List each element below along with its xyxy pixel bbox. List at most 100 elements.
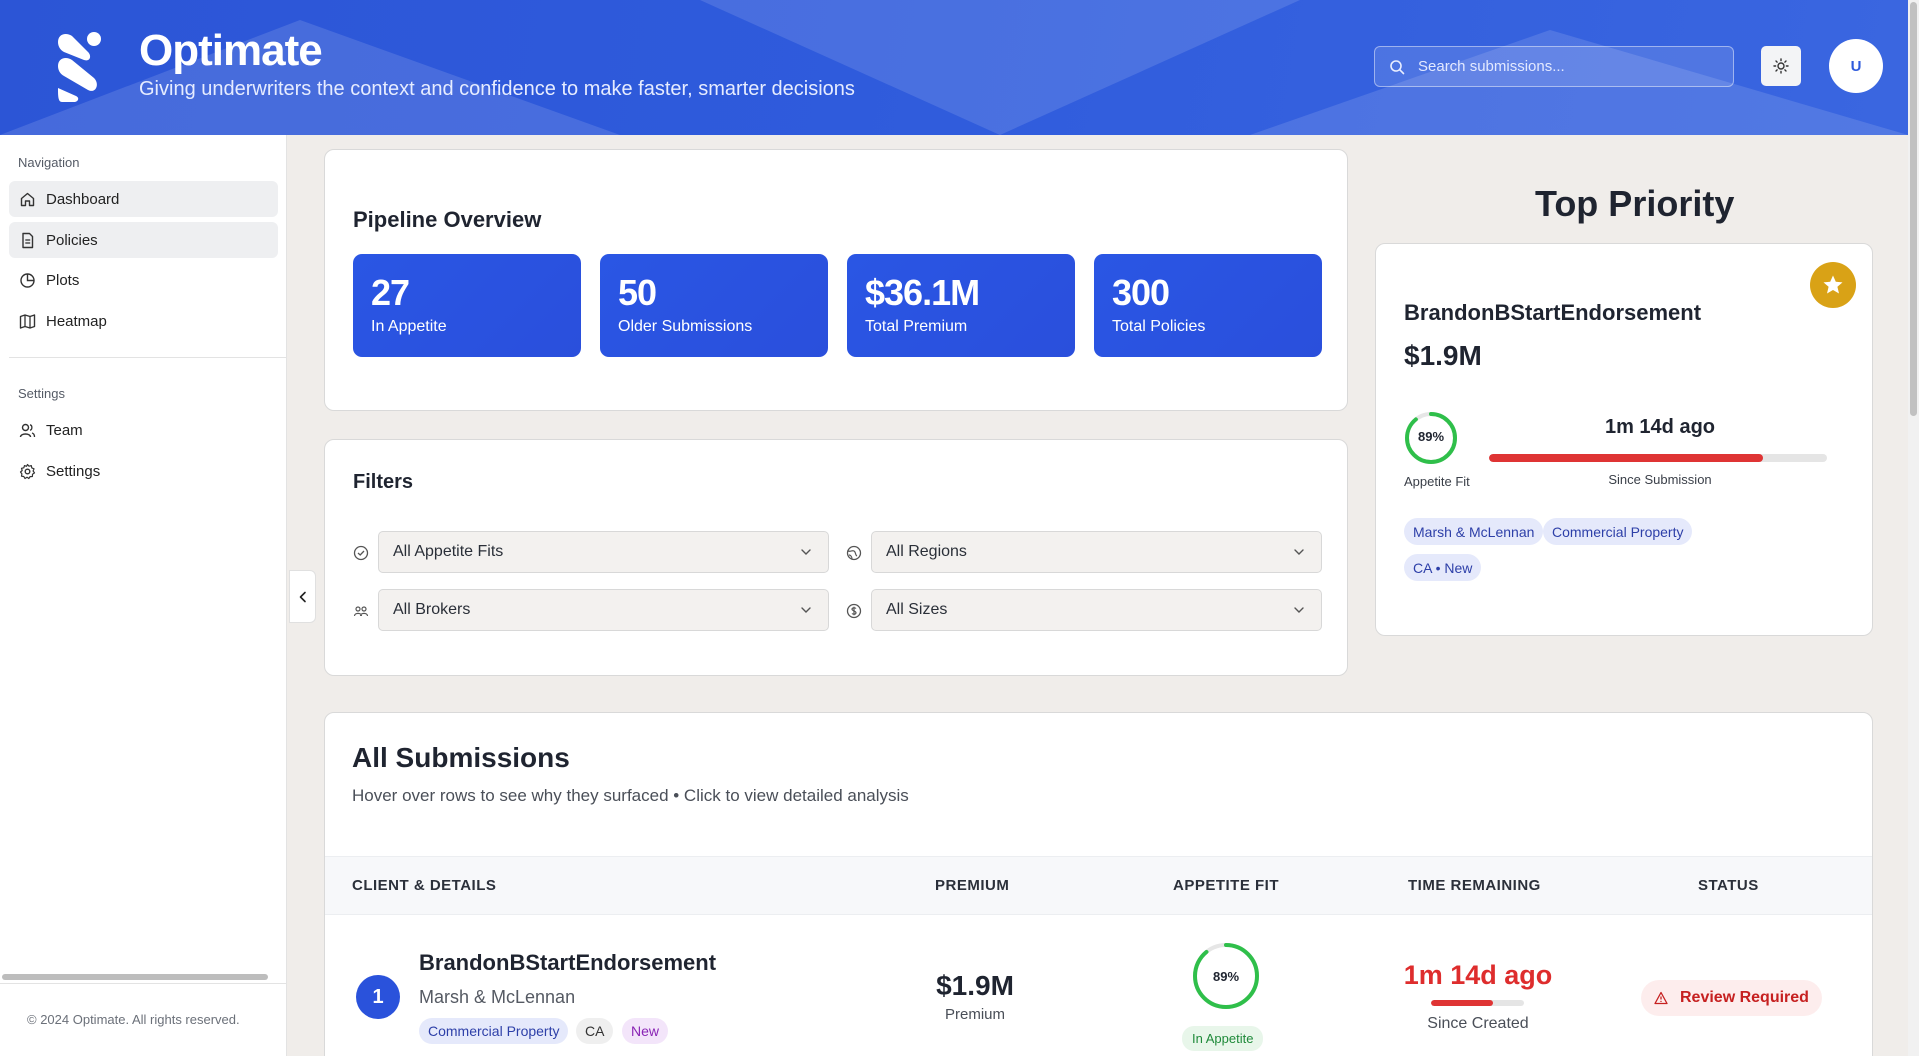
select-value: All Brokers (393, 601, 471, 618)
top-priority-premium: $1.9M (1404, 340, 1482, 371)
check-circle-icon (353, 545, 369, 561)
stat-card-total-premium[interactable]: $36.1M Total Premium (847, 254, 1075, 357)
app-header: Optimate Giving underwriters the context… (0, 0, 1908, 135)
search-icon (1390, 59, 1405, 74)
row-time-label: Since Created (1427, 1015, 1529, 1032)
all-submissions-description: Hover over rows to see why they surfaced… (352, 786, 909, 805)
column-header-time-remaining[interactable]: TIME REMAINING (1408, 877, 1541, 894)
size-select[interactable]: All Sizes (871, 589, 1322, 631)
stat-card-older-submissions[interactable]: 50 Older Submissions (600, 254, 828, 357)
sidebar-item-label: Team (46, 421, 83, 439)
app-subtitle: Giving underwriters the context and conf… (139, 78, 855, 100)
sun-icon (1773, 58, 1789, 74)
row-broker: Marsh & McLennan (419, 987, 576, 1007)
logo-icon (58, 32, 101, 102)
filters-card: Filters All Appetite Fits All Regions Al… (324, 439, 1348, 676)
chevron-down-icon (801, 607, 811, 613)
stat-label: Total Premium (865, 318, 968, 335)
stat-label: Total Policies (1112, 318, 1206, 335)
pipeline-overview-card: Pipeline Overview 27 In Appetite 50 Olde… (324, 149, 1348, 411)
column-header-status[interactable]: STATUS (1698, 877, 1759, 894)
column-header-client[interactable]: CLIENT & DETAILS (352, 877, 497, 894)
sidebar-item-plots[interactable]: Plots (9, 262, 278, 298)
row-appetite-fit-ring (1193, 943, 1259, 1009)
sidebar-item-label: Plots (46, 271, 80, 289)
region-select[interactable]: All Regions (871, 531, 1322, 573)
row-time-fill (1431, 1000, 1494, 1006)
appetite-fit-label: Appetite Fit (1404, 474, 1470, 489)
row-premium-label: Premium (944, 1006, 1005, 1023)
priority-star-badge (1810, 262, 1856, 308)
appetite-fit-percent: 89% (1417, 429, 1445, 444)
gear-icon (19, 463, 36, 479)
dollar-circle-icon (846, 603, 862, 619)
select-value: All Appetite Fits (393, 543, 504, 560)
pie-chart-icon (20, 272, 35, 288)
time-progress-bar (1489, 454, 1827, 462)
stat-value: 50 (618, 272, 657, 313)
stat-card-total-policies[interactable]: 300 Total Policies (1094, 254, 1322, 357)
stat-card-in-appetite[interactable]: 27 In Appetite (353, 254, 581, 357)
search-input[interactable] (1418, 58, 1718, 75)
nav-section-heading: Navigation (18, 155, 80, 170)
sidebar-item-dashboard[interactable]: Dashboard (9, 181, 278, 217)
row-tag-status: New (622, 1018, 669, 1044)
row-appetite-fit-percent: 89% (1212, 969, 1240, 984)
sidebar-item-settings[interactable]: Settings (9, 453, 278, 489)
sidebar-item-heatmap[interactable]: Heatmap (9, 303, 278, 339)
sidebar-item-policies[interactable]: Policies (9, 222, 278, 258)
rank-badge: 1 (356, 975, 400, 1019)
document-icon (22, 232, 34, 248)
chevron-down-icon (1294, 549, 1304, 555)
row-tag-region: CA (576, 1018, 614, 1044)
sidebar-item-label: Heatmap (46, 312, 107, 330)
row-status-badge[interactable]: Review Required (1641, 980, 1822, 1016)
all-submissions-title: All Submissions (352, 742, 570, 773)
broker-chip: Marsh & McLennan (1404, 518, 1544, 545)
select-value: All Regions (886, 543, 967, 560)
brokers-icon (353, 606, 369, 617)
sidebar: Navigation Dashboard Policies Plots Heat… (0, 135, 287, 1056)
page-scrollbar-thumb[interactable] (1910, 2, 1917, 416)
row-premium: $1.9M (936, 970, 1014, 1001)
sidebar-item-team[interactable]: Team (9, 412, 278, 448)
chevron-left-icon (299, 591, 306, 602)
settings-section-heading: Settings (18, 386, 65, 401)
stat-value: 27 (371, 272, 410, 313)
globe-icon (846, 545, 862, 561)
time-label: Since Submission (1608, 472, 1712, 487)
star-icon (1823, 275, 1843, 294)
home-icon (20, 192, 35, 206)
header-background-pattern (0, 0, 1908, 135)
search-box[interactable] (1374, 46, 1734, 87)
appetite-fit-select[interactable]: All Appetite Fits (378, 531, 829, 573)
row-status-text: Review Required (1680, 989, 1809, 1006)
sidebar-item-label: Dashboard (46, 190, 120, 208)
page-scrollbar[interactable] (1908, 0, 1919, 1056)
warning-triangle-icon (1654, 991, 1668, 1005)
top-priority-time: 1m 14d ago (1604, 416, 1716, 438)
sidebar-divider (9, 357, 287, 358)
user-avatar[interactable]: U (1829, 39, 1883, 93)
sidebar-collapse-button[interactable] (289, 570, 316, 623)
broker-select[interactable]: All Brokers (378, 589, 829, 631)
users-icon (19, 423, 36, 437)
row-client-name: BrandonBStartEndorsement (419, 950, 717, 975)
appetite-fit-ring (1405, 412, 1457, 464)
row-tag-line: Commercial Property (419, 1018, 569, 1044)
top-priority-heading: Top Priority (1535, 183, 1735, 224)
sidebar-item-label: Settings (46, 462, 101, 480)
time-progress-fill (1489, 454, 1763, 462)
sidebar-horizontal-scrollbar[interactable] (2, 974, 268, 980)
stat-label: Older Submissions (618, 318, 753, 335)
region-status-chip: CA • New (1404, 554, 1482, 581)
line-of-business-chip: Commercial Property (1543, 518, 1693, 545)
stat-value: $36.1M (865, 272, 980, 313)
theme-toggle-button[interactable] (1761, 46, 1801, 86)
column-header-appetite-fit[interactable]: APPETITE FIT (1173, 877, 1280, 894)
stat-value: 300 (1112, 272, 1170, 313)
column-header-premium[interactable]: PREMIUM (935, 877, 1010, 894)
table-header: CLIENT & DETAILS PREMIUM APPETITE FIT TI… (325, 856, 1872, 915)
chevron-down-icon (801, 549, 811, 555)
select-value: All Sizes (886, 601, 948, 618)
